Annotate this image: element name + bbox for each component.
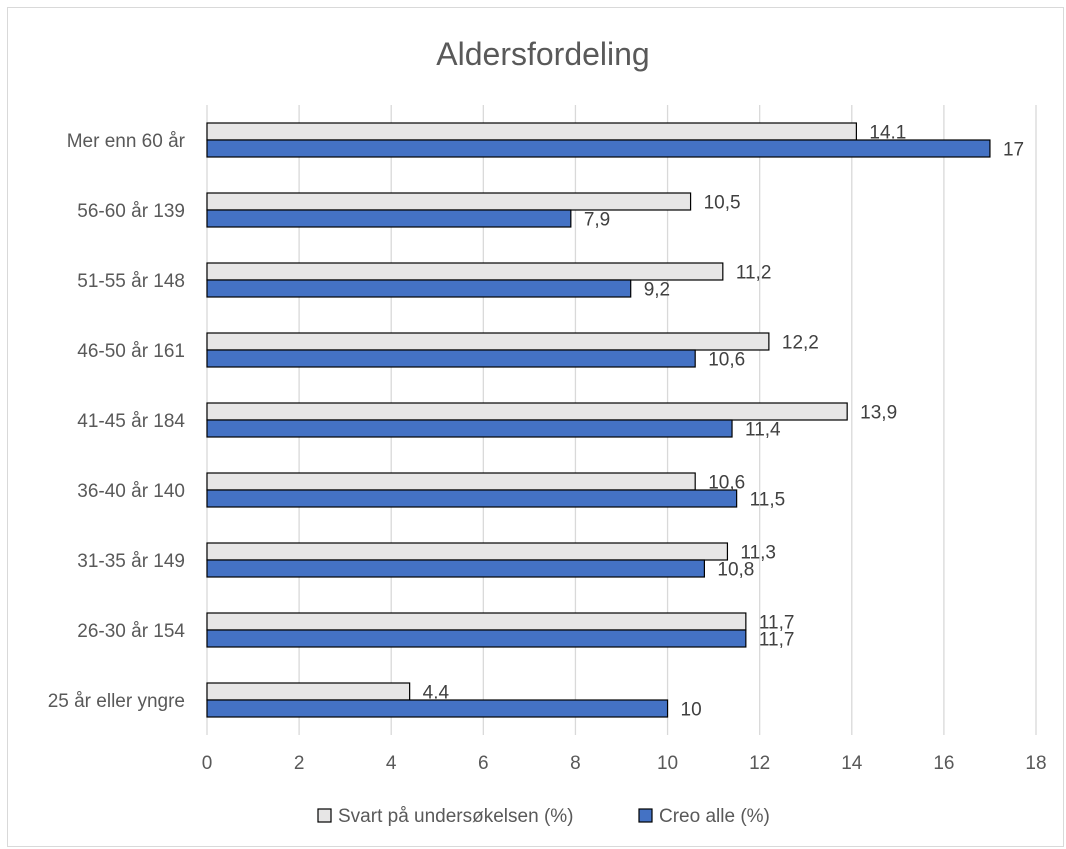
- category-labels: Mer enn 60 år 56-60 år 139 51-55 år 148 46-…: [48, 131, 186, 712]
- x-tick-label-18: 18: [1025, 753, 1046, 774]
- data-label-series-1: 10,5: [704, 193, 741, 214]
- x-tick-label-0: 0: [202, 753, 213, 774]
- data-label-series-1: 4.4: [423, 683, 450, 704]
- data-label-series-2: 7,9: [584, 210, 610, 231]
- bar-series-1: [206, 542, 729, 561]
- bar-series-2: [206, 279, 632, 298]
- category-label: 51-55 år 148: [77, 271, 185, 292]
- legend: Svart på undersøkelsen (%) Creo alle (%): [317, 806, 770, 827]
- chart-svg: Aldersfordeling 14.1 17 10,5 7,9 11,2 9,2 12,2…: [48, 36, 1047, 827]
- bar-series-1: [206, 612, 747, 631]
- category-label: 31-35 år 149: [77, 551, 185, 572]
- data-label-series-2: 11,5: [750, 490, 786, 511]
- legend-swatch-series-1: [317, 808, 332, 823]
- bar-series-1: [206, 402, 848, 421]
- x-tick-label-10: 10: [657, 753, 678, 774]
- data-labels: 14.1 17 10,5 7,9 11,2 9,2 12,2 10,6 13,9 11,4 10,6…: [423, 123, 1024, 721]
- bar-series-1: [206, 682, 411, 701]
- category-label: 56-60 år 139: [77, 201, 185, 222]
- legend-label-series-2: Creo alle (%): [659, 806, 770, 827]
- data-label-series-1: 11,7: [759, 613, 795, 634]
- data-label-series-1: 11,2: [736, 263, 772, 284]
- data-label-series-1: 13,9: [860, 403, 897, 424]
- bar-series-2: [206, 559, 705, 578]
- bars: [206, 122, 991, 718]
- legend-label-series-1: Svart på undersøkelsen (%): [338, 806, 574, 827]
- data-label-series-2: 11,4: [745, 420, 781, 441]
- data-label-series-1: 12,2: [782, 333, 819, 354]
- data-label-series-1: 14.1: [869, 123, 906, 144]
- category-label: 46-50 år 161: [77, 341, 185, 362]
- x-tick-label-4: 4: [386, 753, 397, 774]
- x-tick-labels: 0 2 4 6 8 10 12 14 16 18: [202, 753, 1047, 774]
- category-label: 41-45 år 184: [77, 411, 185, 432]
- x-tick-label-14: 14: [841, 753, 863, 774]
- category-label: 25 år eller yngre: [48, 691, 185, 712]
- chart-frame: Aldersfordeling 14.1 17 10,5 7,9 11,2 9,2 12,2…: [7, 7, 1064, 847]
- data-label-series-1: 11,3: [740, 543, 776, 564]
- bar-series-2: [206, 349, 696, 368]
- bar-series-1: [206, 332, 770, 351]
- x-tick-label-16: 16: [933, 753, 954, 774]
- bar-series-2: [206, 699, 669, 718]
- category-label: Mer enn 60 år: [67, 131, 186, 152]
- category-label: 26-30 år 154: [77, 621, 185, 642]
- x-tick-label-12: 12: [749, 753, 770, 774]
- x-tick-label-8: 8: [570, 753, 581, 774]
- chart-title: Aldersfordeling: [436, 36, 649, 72]
- x-tick-label-6: 6: [478, 753, 489, 774]
- bar-series-1: [206, 122, 857, 141]
- bar-series-2: [206, 209, 572, 228]
- bar-series-2: [206, 489, 738, 508]
- bar-series-2: [206, 419, 733, 438]
- bar-series-1: [206, 192, 692, 211]
- data-label-series-2: 10: [681, 700, 702, 721]
- x-tick-label-2: 2: [294, 753, 305, 774]
- bar-series-2: [206, 629, 747, 648]
- legend-swatch-series-2: [638, 808, 653, 823]
- bar-series-1: [206, 262, 724, 281]
- data-label-series-2: 11,7: [759, 630, 795, 651]
- data-label-series-2: 9,2: [644, 280, 670, 301]
- bar-series-1: [206, 472, 696, 491]
- bar-series-2: [206, 139, 991, 158]
- data-label-series-2: 10,8: [717, 560, 754, 581]
- category-label: 36-40 år 140: [77, 481, 185, 502]
- data-label-series-2: 10,6: [708, 350, 745, 371]
- data-label-series-1: 10,6: [708, 473, 745, 494]
- data-label-series-2: 17: [1003, 140, 1024, 161]
